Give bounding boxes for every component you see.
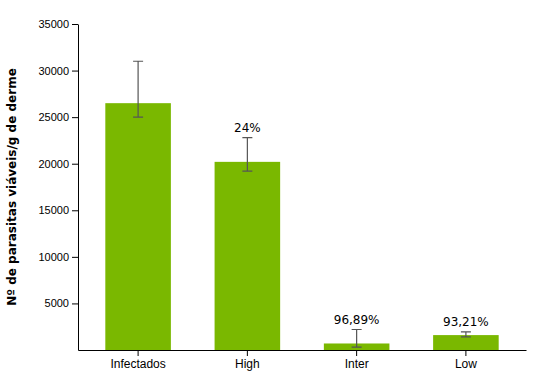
tick-mark <box>138 350 139 356</box>
tick-label: 20000 <box>38 158 69 170</box>
bar <box>105 103 171 350</box>
annotation: 96,89% <box>334 313 380 327</box>
axis-line <box>78 25 79 351</box>
tick: 5000 <box>45 297 78 309</box>
tick-mark <box>356 350 357 356</box>
y-axis: 5000 10000 15000 20000 25000 30000 35000 <box>38 18 78 350</box>
tick-label: 10000 <box>38 251 69 263</box>
plot: 24% 96,89% 93,21% Infectados High Inter Low 500… <box>38 18 526 371</box>
annotation: 24% <box>234 121 261 135</box>
tick-label: Low <box>455 357 477 371</box>
error-bar <box>242 138 252 172</box>
tick: Infectados <box>110 350 165 371</box>
tick-mark <box>72 303 78 304</box>
tick: 10000 <box>38 251 78 263</box>
tick-mark <box>72 24 78 25</box>
tick: 30000 <box>38 65 78 77</box>
tick-label: Inter <box>345 357 369 371</box>
bar <box>215 162 281 350</box>
annotation: 93,21% <box>443 315 489 329</box>
tick-label: 30000 <box>38 65 69 77</box>
tick-mark <box>72 164 78 165</box>
tick-mark <box>72 257 78 258</box>
tick-label: 25000 <box>38 111 69 123</box>
error-bar <box>352 330 362 348</box>
y-axis-title: Nº de parasitas viáveis/g de derme <box>5 68 19 306</box>
tick: 20000 <box>38 158 78 170</box>
tick-mark <box>72 117 78 118</box>
tick-label: High <box>235 357 260 371</box>
tick: 35000 <box>38 18 78 30</box>
error-bar <box>133 61 143 117</box>
axis-line <box>79 350 527 351</box>
tick: 15000 <box>38 204 78 216</box>
tick-label: 15000 <box>38 204 69 216</box>
tick-mark <box>72 71 78 72</box>
tick-label: 35000 <box>38 18 69 30</box>
tick-label: 5000 <box>45 297 69 309</box>
tick-mark <box>465 350 466 356</box>
x-axis: Infectados High Inter Low <box>79 350 527 371</box>
chart: 24% 96,89% 93,21% Infectados High Inter Low 500… <box>0 0 542 384</box>
error-bar <box>461 332 471 337</box>
annotations: 24% 96,89% 93,21% <box>234 121 489 329</box>
tick: High <box>235 350 260 371</box>
tick: 25000 <box>38 111 78 123</box>
tick-mark <box>247 350 248 356</box>
tick: Inter <box>345 350 369 371</box>
tick-label: Infectados <box>110 357 165 371</box>
tick: Low <box>455 350 477 371</box>
marks <box>105 61 498 350</box>
tick-mark <box>72 210 78 211</box>
